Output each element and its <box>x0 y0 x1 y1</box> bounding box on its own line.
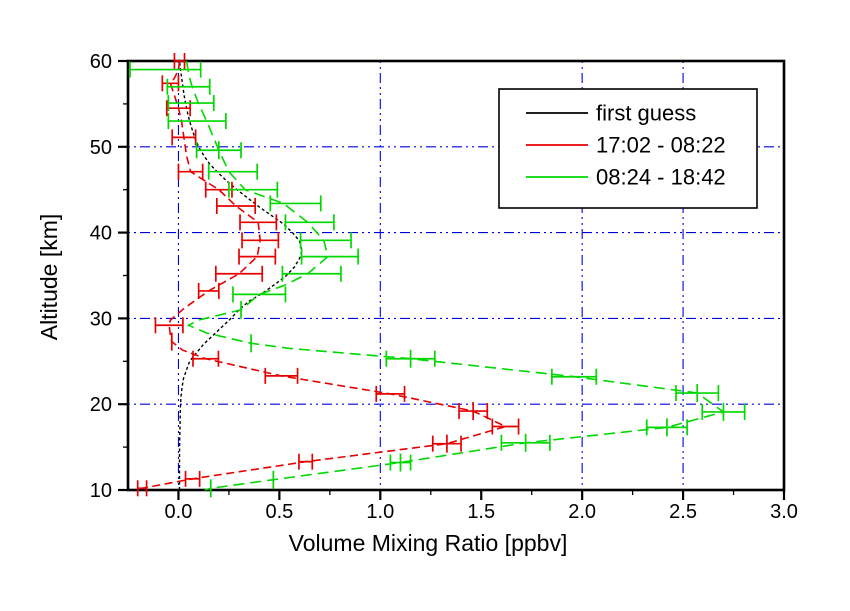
x-tick-label: 2.0 <box>568 501 596 523</box>
y-tick-label: 40 <box>90 223 112 245</box>
y-tick-label: 60 <box>90 51 112 73</box>
y-tick-label: 20 <box>90 394 112 416</box>
x-tick-label: 0.0 <box>165 501 193 523</box>
x-tick-label: 0.5 <box>265 501 293 523</box>
profile-first-guess <box>178 60 303 490</box>
x-axis-title: Volume Mixing Ratio [ppbv] <box>289 530 568 556</box>
legend-label: first guess <box>596 101 696 126</box>
y-tick-label: 50 <box>90 137 112 159</box>
y-axis-title: Altitude [km] <box>36 214 62 341</box>
legend-label: 17:02 - 08:22 <box>596 133 726 158</box>
x-tick-label: 1.0 <box>366 501 394 523</box>
profile-17-02-08-22 <box>141 60 508 490</box>
y-tick-label: 30 <box>90 308 112 330</box>
legend-label: 08:24 - 18:42 <box>596 165 726 190</box>
x-tick-label: 1.5 <box>467 501 495 523</box>
x-tick-label: 3.0 <box>770 501 798 523</box>
y-tick-label: 10 <box>90 480 112 502</box>
legend-box <box>498 88 758 209</box>
x-tick-label: 2.5 <box>669 501 697 523</box>
profile-08-24-18-42 <box>185 60 726 491</box>
